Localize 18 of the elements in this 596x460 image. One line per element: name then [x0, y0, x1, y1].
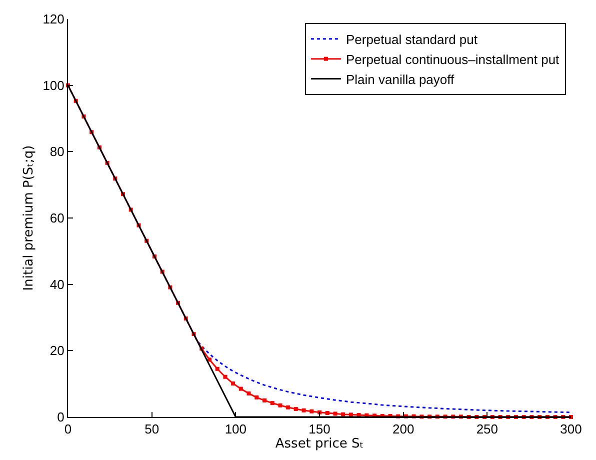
x-tick-label: 300: [560, 422, 582, 437]
x-tick-label: 50: [144, 422, 160, 437]
y-tick-label: 60: [50, 210, 64, 226]
legend-label: Perpetual standard put: [346, 32, 478, 47]
y-tick-label: 120: [42, 12, 64, 27]
x-tick-label: 200: [392, 422, 414, 437]
x-tick-label: 100: [224, 422, 247, 437]
y-tick-label: 20: [50, 343, 64, 358]
y-tick-label: 100: [42, 78, 64, 93]
y-tick-label: 80: [50, 144, 64, 160]
y-tick-label: 0: [57, 410, 64, 425]
x-axis-title: Asset price Sₜ: [275, 436, 364, 452]
legend-label: Plain vanilla payoff: [346, 72, 455, 87]
x-tick-label: 250: [476, 422, 498, 437]
y-tick-label: 40: [50, 276, 64, 292]
x-tick-label: 150: [308, 422, 330, 437]
y-axis-title: Initial premium P(Sₜ;q): [22, 145, 37, 291]
legend-label: Perpetual continuous–installment put: [346, 52, 560, 67]
